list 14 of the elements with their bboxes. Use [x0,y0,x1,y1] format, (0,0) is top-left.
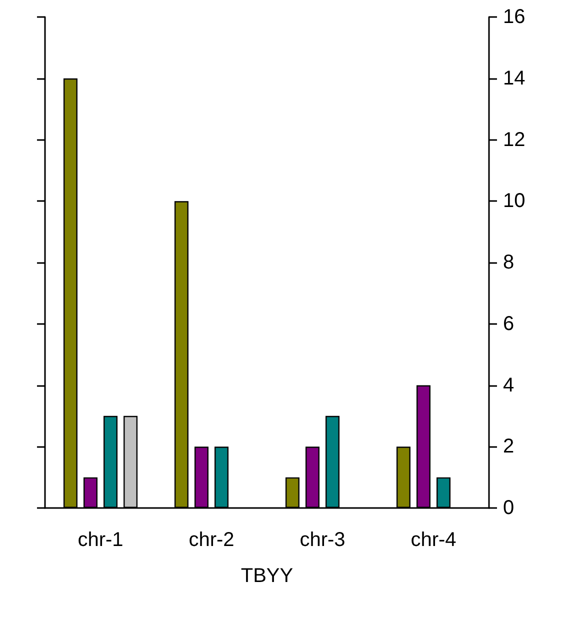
y-tick-label: 10 [503,190,526,212]
y-tick-label: 2 [503,436,514,458]
y-tick-label: 4 [503,374,514,396]
y-tick-label: 6 [503,312,514,335]
y-tick-label: 0 [503,497,514,519]
y-tick-label: 12 [503,128,526,151]
y-tick-label: 16 [503,6,526,28]
x-axis-title: TBYY [240,565,294,587]
x-tick-label: chr-1 [78,529,124,551]
x-tick-label: chr-3 [300,529,346,551]
x-tick-label: chr-4 [410,529,456,551]
y-tick-label: 8 [503,252,514,274]
x-tick-label: chr-2 [188,529,234,551]
y-tick-label: 14 [503,67,526,90]
